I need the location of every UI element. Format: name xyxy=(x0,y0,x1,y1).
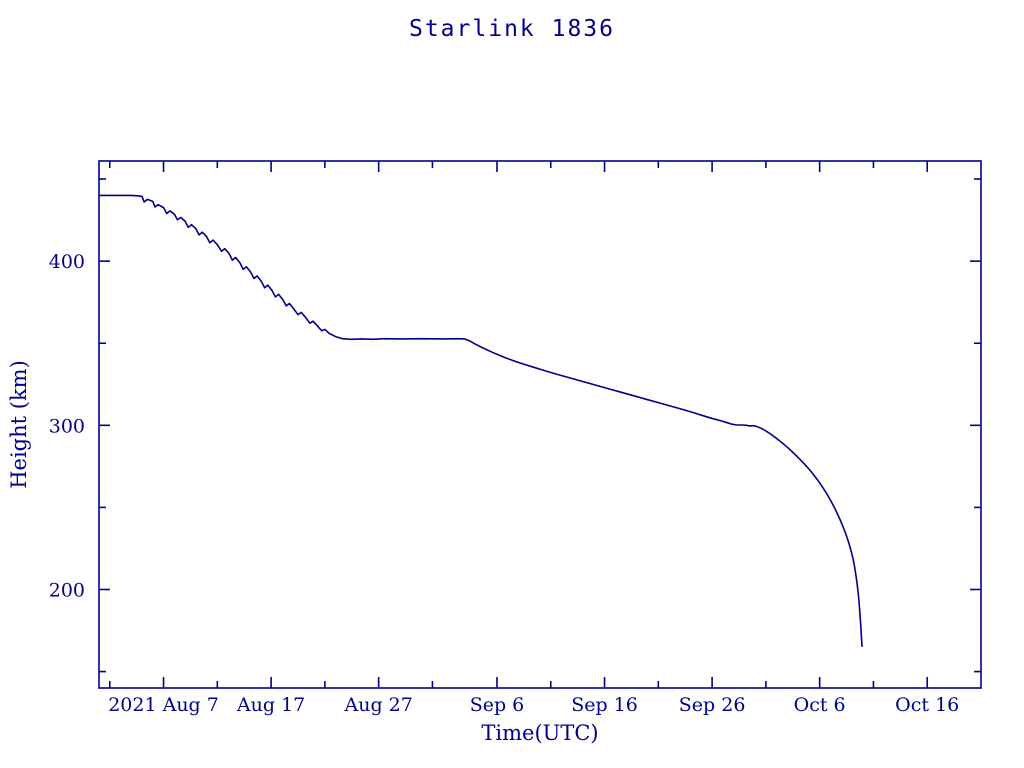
axis-frame xyxy=(98,160,982,689)
x-tick-label: Sep 6 xyxy=(470,694,525,716)
chart-title: Starlink 1836 xyxy=(408,16,615,42)
height-decay-line xyxy=(98,194,863,648)
y-tick-label: 400 xyxy=(49,251,85,273)
y-axis-tick-labels: 200 300 400 xyxy=(49,251,85,601)
x-axis-tick-labels: 2021 Aug 7 Aug 17 Aug 27 Sep 6 Sep 16 Sep 26 O… xyxy=(108,694,959,716)
x-tick-label: Oct 6 xyxy=(794,694,846,716)
x-tick-label: Aug 27 xyxy=(343,694,412,716)
y-axis-ticks xyxy=(99,178,981,673)
y-tick-label: 200 xyxy=(49,579,85,601)
height-decay-series xyxy=(98,194,863,648)
x-tick-label: 2021 Aug 7 xyxy=(108,694,219,716)
x-tick-label: Oct 16 xyxy=(895,694,959,716)
x-tick-label: Sep 26 xyxy=(679,694,746,716)
x-tick-label: Aug 17 xyxy=(236,694,305,716)
y-axis-title: Height (km) xyxy=(7,360,31,489)
y-tick-label: 300 xyxy=(49,415,85,437)
x-axis-title: Time(UTC) xyxy=(481,721,598,745)
x-axis-ticks xyxy=(108,161,929,688)
x-tick-label: Sep 16 xyxy=(571,694,638,716)
